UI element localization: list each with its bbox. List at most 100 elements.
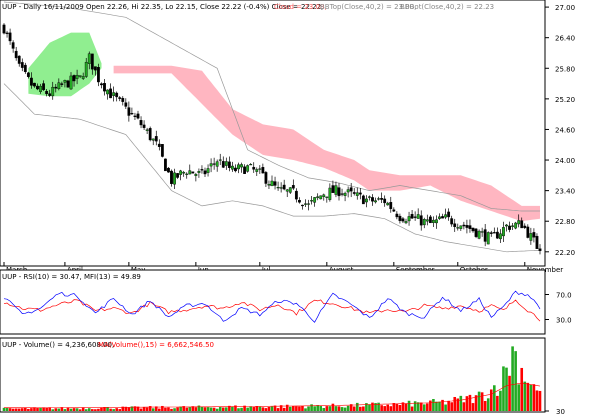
candle-body xyxy=(340,193,344,195)
candle-body xyxy=(234,167,237,172)
volume-bar xyxy=(486,398,490,411)
candle-body xyxy=(243,166,246,174)
candle-body xyxy=(173,172,176,185)
candle-body xyxy=(480,231,484,233)
volume-bar xyxy=(301,405,304,411)
candle-body xyxy=(502,227,505,237)
volume-bars xyxy=(2,346,542,411)
volume-bar xyxy=(121,406,125,411)
volume-bar xyxy=(27,408,30,411)
volume-bar xyxy=(203,407,207,411)
candle-body xyxy=(188,170,192,175)
volume-bar xyxy=(158,408,161,411)
candle-body xyxy=(349,187,353,192)
volume-bar xyxy=(130,406,134,411)
candle-body xyxy=(450,218,454,225)
candle-body xyxy=(182,171,186,174)
candle-body xyxy=(218,159,222,161)
volume-bar xyxy=(84,409,88,411)
volume-bar xyxy=(179,406,182,411)
volume-bar xyxy=(413,401,417,411)
volume-bar xyxy=(106,406,109,411)
price-y-tick-label: 27.00 xyxy=(555,4,575,12)
candle-body xyxy=(124,102,128,107)
volume-bar xyxy=(410,406,414,411)
candle-body xyxy=(252,166,256,170)
candle-body xyxy=(60,83,64,85)
volume-bar xyxy=(389,406,393,411)
candle-body xyxy=(352,192,356,194)
volume-bar xyxy=(212,407,216,411)
volume-bar xyxy=(2,407,6,411)
candle-body xyxy=(492,232,496,234)
price-candles xyxy=(2,23,542,255)
volume-bar xyxy=(325,406,329,411)
candle-body xyxy=(209,163,213,167)
candle-body xyxy=(142,124,146,128)
volume-bar xyxy=(459,395,463,411)
candle-body xyxy=(109,88,112,99)
volume-bar xyxy=(188,407,192,411)
candle-body xyxy=(279,187,283,189)
candle-body xyxy=(273,181,277,186)
volume-bar xyxy=(422,404,426,411)
candle-body xyxy=(514,222,518,229)
candle-body xyxy=(136,113,140,119)
volume-bar xyxy=(36,408,39,411)
volume-bar xyxy=(66,407,70,411)
volume-bar xyxy=(69,408,73,411)
volume-bar xyxy=(340,407,344,411)
candle-body xyxy=(374,200,377,203)
candle-body xyxy=(75,74,79,79)
candle-body xyxy=(170,170,173,184)
candle-body xyxy=(395,213,399,218)
volume-bar xyxy=(60,407,64,411)
volume-bar xyxy=(249,406,252,411)
candle-body xyxy=(258,168,262,170)
volume-bar xyxy=(103,407,106,411)
candle-body xyxy=(532,232,536,238)
volume-bar xyxy=(453,396,457,411)
candle-body xyxy=(499,233,502,240)
volume-bar xyxy=(371,402,374,411)
volume-bar xyxy=(520,367,524,411)
candle-body xyxy=(115,92,119,98)
volume-bar xyxy=(133,406,137,411)
volume-bar xyxy=(279,405,283,411)
volume-bar xyxy=(416,402,420,411)
candle-body xyxy=(462,224,466,227)
volume-bar xyxy=(54,408,58,411)
volume-bar xyxy=(127,407,131,411)
volume-bar xyxy=(20,408,24,411)
candle-body xyxy=(48,93,52,96)
volume-bar xyxy=(298,406,301,411)
candle-body xyxy=(380,198,384,200)
candle-body xyxy=(231,165,234,170)
candle-body xyxy=(8,32,12,42)
candle-body xyxy=(26,72,30,77)
volume-bar xyxy=(401,402,405,411)
candle-body xyxy=(453,223,457,228)
volume-header-a: UUP - Volume() = 4,236,608.00, xyxy=(2,341,114,349)
volume-bar xyxy=(151,408,155,411)
candle-body xyxy=(538,248,542,251)
candle-body xyxy=(133,115,137,117)
volume-bar xyxy=(343,407,347,411)
candle-body xyxy=(355,192,359,196)
volume-bar xyxy=(444,404,447,411)
volume-bar xyxy=(136,406,140,411)
candle-body xyxy=(517,220,521,225)
candle-body xyxy=(127,107,131,116)
candle-body xyxy=(197,171,201,173)
price-y-tick-label: 26.40 xyxy=(555,35,575,43)
volume-bar xyxy=(435,401,438,411)
cloud-bearish-area xyxy=(113,65,540,222)
bb-top-legend: BBTop(Close,40,2) = 23.00, xyxy=(320,3,416,11)
volume-bar xyxy=(493,385,496,411)
candle-body xyxy=(270,180,274,187)
candle-body xyxy=(276,187,280,189)
candle-body xyxy=(282,184,286,190)
candle-body xyxy=(100,83,103,86)
volume-bar xyxy=(432,398,435,411)
volume-bar xyxy=(508,375,511,411)
